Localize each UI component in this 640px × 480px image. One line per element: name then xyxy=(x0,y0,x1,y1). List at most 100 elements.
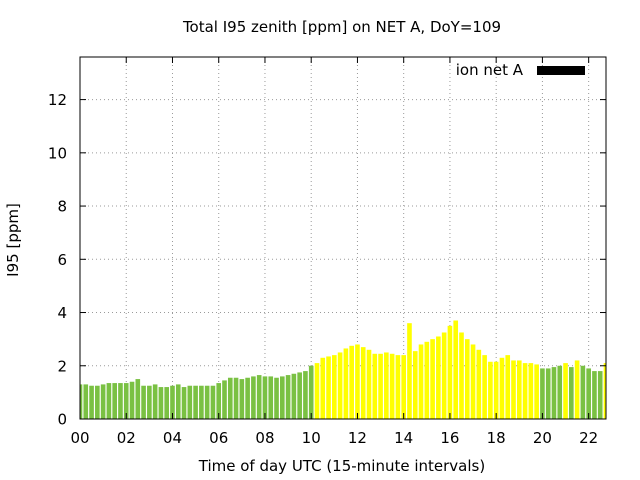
x-tick-label: 08 xyxy=(255,429,274,447)
bar xyxy=(412,351,418,420)
bar xyxy=(303,371,308,419)
bar xyxy=(141,385,146,419)
bar xyxy=(89,385,94,419)
y-tick-label: 8 xyxy=(57,198,67,216)
bar xyxy=(210,385,216,419)
bar xyxy=(280,376,285,419)
x-tick-label: 20 xyxy=(533,429,552,447)
bar xyxy=(378,353,383,419)
bar xyxy=(551,367,557,419)
legend-label: ion net A xyxy=(456,61,524,79)
bar xyxy=(447,325,453,419)
bar xyxy=(297,372,302,419)
x-tick-label: 16 xyxy=(440,429,459,447)
bar xyxy=(291,373,297,419)
bar xyxy=(493,361,499,419)
bar xyxy=(488,361,493,419)
bar xyxy=(251,376,256,419)
bar xyxy=(100,384,106,419)
bar xyxy=(470,344,476,419)
bar xyxy=(557,365,563,419)
legend: ion net A xyxy=(456,61,585,79)
x-tick-label: 10 xyxy=(302,429,321,447)
bar xyxy=(135,379,141,419)
x-tick-label: 14 xyxy=(394,429,413,447)
bar xyxy=(187,385,193,419)
bar xyxy=(522,363,528,419)
y-tick-label: 2 xyxy=(57,357,67,375)
bar xyxy=(603,363,606,419)
bar xyxy=(586,368,591,419)
bar xyxy=(170,385,175,419)
bar xyxy=(152,384,158,419)
bar xyxy=(199,385,204,419)
bar xyxy=(337,352,343,419)
x-tick-label: 22 xyxy=(579,429,598,447)
bar xyxy=(453,320,459,419)
bar xyxy=(308,365,314,419)
bar xyxy=(395,355,401,419)
bar xyxy=(326,356,331,419)
bar xyxy=(360,347,366,419)
bar xyxy=(216,383,222,419)
bar xyxy=(262,376,268,419)
bar-series xyxy=(80,320,606,420)
bar xyxy=(147,385,152,419)
bar xyxy=(516,360,522,419)
bar xyxy=(314,363,320,419)
bar xyxy=(401,355,406,419)
bar xyxy=(343,348,349,419)
bar xyxy=(268,376,274,419)
bar xyxy=(239,379,245,419)
bar xyxy=(285,375,291,419)
bar xyxy=(233,377,239,419)
bar xyxy=(355,344,360,419)
bar xyxy=(592,371,597,419)
bar xyxy=(95,385,100,419)
bar xyxy=(528,363,534,419)
y-tick-label: 12 xyxy=(48,91,67,109)
chart-title: Total I95 zenith [ppm] on NET A, DoY=109 xyxy=(182,18,501,36)
x-axis-label: Time of day UTC (15-minute intervals) xyxy=(198,457,485,475)
bar xyxy=(499,357,505,419)
bar xyxy=(569,367,574,419)
x-tick-label: 00 xyxy=(70,429,89,447)
bar xyxy=(574,360,580,419)
y-tick-label: 4 xyxy=(57,304,67,322)
y-tick-label: 6 xyxy=(57,251,67,269)
x-tick-label: 18 xyxy=(487,429,506,447)
bar xyxy=(83,384,89,419)
bar xyxy=(424,341,430,419)
legend-swatch xyxy=(537,66,585,75)
x-tick-label: 02 xyxy=(117,429,136,447)
grid-lines xyxy=(80,57,606,419)
bar xyxy=(118,383,123,419)
y-tick-label: 0 xyxy=(57,411,67,429)
bar xyxy=(534,364,539,419)
y-tick-label: 10 xyxy=(48,144,67,162)
bar xyxy=(459,332,464,419)
bar xyxy=(175,384,181,419)
bar xyxy=(464,339,470,419)
bar xyxy=(193,385,198,419)
bar xyxy=(597,371,603,419)
bar xyxy=(436,336,441,419)
bar xyxy=(505,355,511,419)
bar xyxy=(256,375,262,419)
bar xyxy=(418,344,424,419)
bar xyxy=(123,383,129,419)
bar xyxy=(349,345,354,419)
bar xyxy=(112,383,117,419)
y-axis-label: I95 [ppm] xyxy=(4,203,22,277)
bar xyxy=(482,355,487,419)
bar xyxy=(129,381,135,419)
bar xyxy=(430,339,435,419)
bar xyxy=(407,323,412,419)
bar xyxy=(164,387,170,419)
x-tick-label: 06 xyxy=(209,429,228,447)
bar xyxy=(274,377,279,419)
bar xyxy=(181,387,187,419)
x-tick-label: 12 xyxy=(348,429,367,447)
